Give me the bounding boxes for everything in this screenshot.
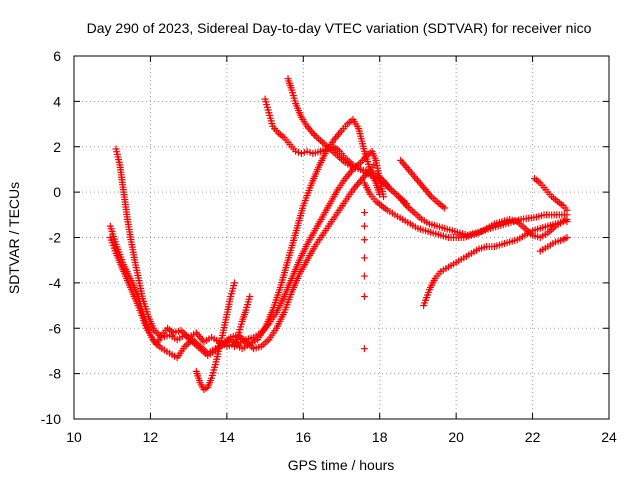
data-point xyxy=(424,189,432,197)
data-point xyxy=(407,169,415,177)
y-tick-label: -2 xyxy=(49,230,62,246)
x-tick-label: 14 xyxy=(219,429,235,445)
y-tick-label: 0 xyxy=(53,184,61,200)
data-points xyxy=(106,75,571,394)
x-tick-label: 16 xyxy=(295,429,311,445)
grid xyxy=(74,56,609,419)
data-point xyxy=(344,171,352,179)
data-point xyxy=(409,171,417,179)
x-tick-label: 12 xyxy=(143,429,159,445)
data-point xyxy=(380,193,388,201)
data-point xyxy=(397,156,405,164)
data-point xyxy=(331,134,339,142)
data-point xyxy=(333,132,341,140)
data-point xyxy=(194,331,202,339)
data-point xyxy=(360,209,368,217)
y-tick-label: 6 xyxy=(53,48,61,64)
data-point xyxy=(336,129,344,137)
data-point xyxy=(352,182,360,190)
data-point xyxy=(308,128,316,136)
x-tick-label: 10 xyxy=(66,429,82,445)
data-point xyxy=(418,182,426,190)
y-tick-label: -8 xyxy=(49,366,62,382)
data-point xyxy=(403,164,411,172)
y-tick-label: 4 xyxy=(53,93,61,109)
y-tick-label: -10 xyxy=(41,411,61,427)
x-axis-label: GPS time / hours xyxy=(288,457,395,473)
y-tick-label: -4 xyxy=(49,275,62,291)
data-point xyxy=(410,173,418,181)
series-track-k xyxy=(530,175,571,214)
data-point xyxy=(414,176,422,184)
data-point xyxy=(423,187,431,195)
data-point xyxy=(563,218,571,226)
data-point xyxy=(415,178,423,186)
data-point xyxy=(563,234,571,241)
y-tick-label: -6 xyxy=(49,320,62,336)
x-tick-label: 22 xyxy=(525,429,541,445)
data-point xyxy=(334,130,342,138)
x-tick-label: 18 xyxy=(372,429,388,445)
data-point xyxy=(360,292,368,300)
data-point xyxy=(354,180,362,188)
data-point xyxy=(346,169,354,177)
data-point xyxy=(360,236,368,244)
data-point xyxy=(420,184,428,192)
data-point xyxy=(360,222,368,230)
data-point xyxy=(441,204,449,212)
data-point xyxy=(306,126,314,134)
data-point xyxy=(360,254,368,262)
data-point xyxy=(398,158,406,166)
data-point xyxy=(360,345,368,353)
series-track-h xyxy=(360,179,571,241)
data-point xyxy=(370,161,378,169)
x-tick-label: 20 xyxy=(448,429,464,445)
data-point xyxy=(350,184,358,192)
data-point xyxy=(426,191,434,199)
data-point xyxy=(400,160,408,168)
data-point xyxy=(563,206,571,214)
data-point xyxy=(406,167,414,175)
series-track-c xyxy=(112,145,378,359)
data-point xyxy=(412,175,420,183)
data-point xyxy=(360,272,368,280)
y-axis-label: SDTVAR / TECUs xyxy=(6,182,22,294)
series-track-j xyxy=(420,218,571,310)
series-track-l xyxy=(536,234,571,255)
series-track-isolated xyxy=(360,209,368,353)
x-tick-label: 24 xyxy=(601,429,617,445)
y-tick-label: 2 xyxy=(53,139,61,155)
series-track-i xyxy=(397,156,449,212)
data-point xyxy=(401,162,409,170)
chart-title: Day 290 of 2023, Sidereal Day-to-day VTE… xyxy=(87,20,592,36)
data-point xyxy=(343,173,351,181)
data-point xyxy=(231,279,238,287)
data-point xyxy=(417,180,425,188)
data-point xyxy=(309,130,317,138)
series-track-e xyxy=(231,292,254,350)
data-point xyxy=(404,165,412,173)
data-point xyxy=(246,292,254,300)
series-track-g xyxy=(284,75,571,239)
series-track-d xyxy=(192,279,238,394)
data-point xyxy=(347,167,355,175)
